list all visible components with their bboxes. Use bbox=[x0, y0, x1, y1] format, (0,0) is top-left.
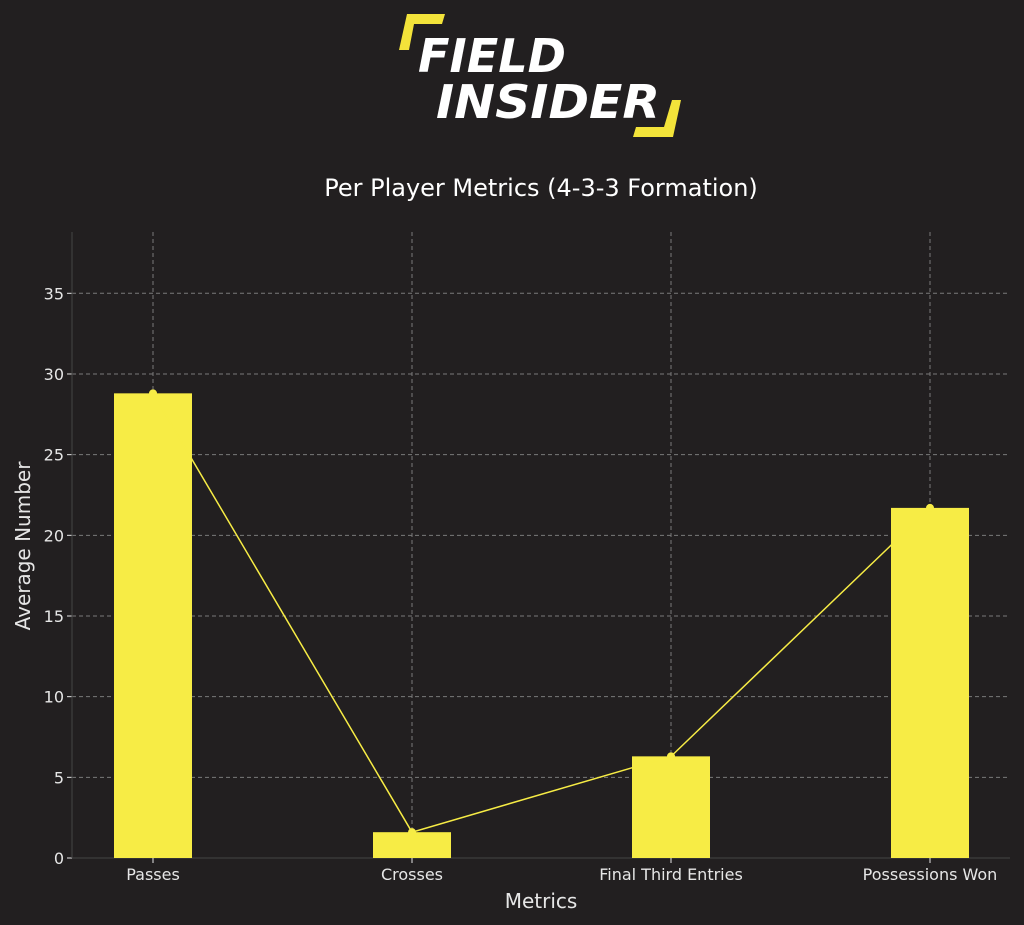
y-tick-label: 25 bbox=[44, 446, 64, 465]
y-tick-label: 5 bbox=[54, 768, 64, 787]
bar-passes bbox=[114, 393, 192, 858]
grid bbox=[72, 232, 1010, 858]
tick-labels: 0 5 10 15 20 25 30 35 Passes Crosses Final Third E… bbox=[44, 284, 998, 884]
bar-crosses bbox=[373, 832, 451, 858]
axes bbox=[67, 232, 1010, 863]
x-tick-label: Passes bbox=[126, 865, 180, 884]
trend-polyline bbox=[152, 392, 931, 834]
x-tick-label: Possessions Won bbox=[863, 865, 998, 884]
y-tick-label: 35 bbox=[44, 284, 64, 303]
trend-point bbox=[926, 503, 934, 512]
trend-point bbox=[667, 752, 675, 761]
field-insider-logo: FIELD INSIDER bbox=[399, 14, 681, 137]
trend-point bbox=[149, 389, 157, 398]
logo-bracket-bottom-right bbox=[633, 100, 681, 137]
x-tick-label: Final Third Entries bbox=[599, 865, 743, 884]
trend-line bbox=[149, 389, 934, 837]
logo-text-field: FIELD bbox=[418, 29, 566, 83]
chart-title: Per Player Metrics (4-3-3 Formation) bbox=[324, 174, 758, 202]
y-tick-label: 15 bbox=[44, 607, 64, 626]
x-tick-label: Crosses bbox=[381, 865, 443, 884]
logo-bracket-top-left bbox=[399, 14, 445, 50]
bar-final-third-entries bbox=[632, 756, 710, 858]
logo-text-insider: INSIDER bbox=[436, 75, 660, 129]
y-tick-label: 10 bbox=[44, 688, 64, 707]
y-tick-label: 0 bbox=[54, 849, 64, 868]
y-axis-label: Average Number bbox=[11, 461, 35, 631]
y-tick-label: 20 bbox=[44, 526, 64, 545]
trend-point bbox=[408, 828, 416, 837]
y-tick-label: 30 bbox=[44, 365, 64, 384]
x-axis-label: Metrics bbox=[505, 889, 578, 913]
bars bbox=[114, 393, 969, 858]
bar-possessions-won bbox=[891, 507, 969, 858]
